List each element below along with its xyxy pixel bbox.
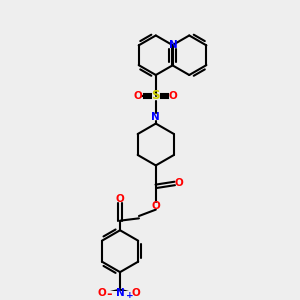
Text: O: O	[116, 194, 124, 204]
Text: O: O	[152, 201, 160, 211]
Text: -: -	[106, 288, 112, 300]
Text: O: O	[132, 288, 140, 298]
Text: O: O	[174, 178, 183, 188]
Text: N: N	[116, 288, 124, 298]
Text: O: O	[98, 288, 106, 298]
Text: +: +	[125, 291, 133, 300]
Text: O: O	[134, 91, 143, 101]
Text: S: S	[152, 89, 160, 102]
Text: N: N	[152, 112, 160, 122]
Text: O: O	[169, 91, 178, 101]
Text: N: N	[169, 40, 178, 50]
